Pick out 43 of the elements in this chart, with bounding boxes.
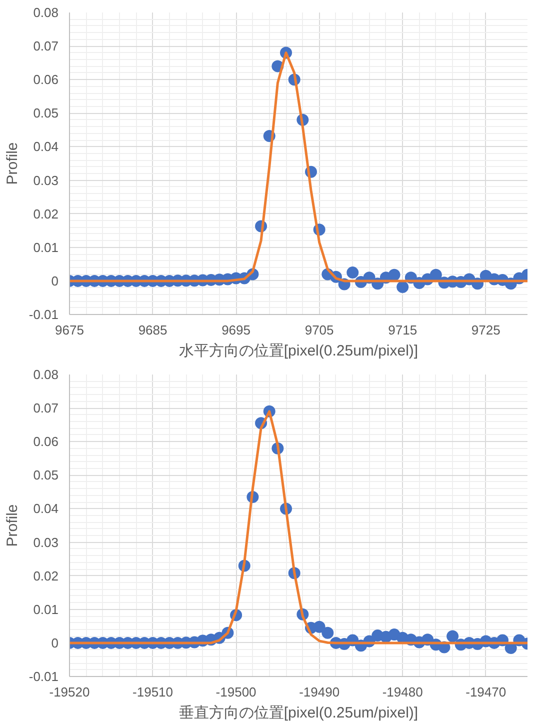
point	[446, 630, 459, 642]
y-tick-label: 0.06	[33, 434, 59, 450]
x-tick-label: 9695	[222, 322, 251, 338]
point	[430, 268, 442, 281]
point	[346, 266, 359, 279]
y-tick-label: 0.04	[33, 501, 59, 516]
x-tick-label: 9685	[138, 322, 168, 338]
x-tick-label: 9705	[304, 322, 334, 338]
y-tick-label: 0.05	[33, 106, 59, 121]
y-tick-label: 0.08	[33, 367, 59, 382]
x-tick-label: -19500	[216, 684, 256, 700]
y-tick-label: 0.05	[33, 468, 59, 483]
y-tick-label: 0.07	[33, 38, 59, 54]
y-tick-label: -0.01	[28, 307, 59, 322]
y-tick-label: 0.03	[33, 534, 59, 550]
point	[322, 626, 334, 639]
y-tick-label: 0.02	[33, 206, 59, 222]
x-tick-label: -19480	[382, 684, 423, 700]
point	[313, 620, 326, 633]
x-axis-title: 垂直方向の位置[pixel(0.25um/pixel)]	[178, 704, 418, 722]
x-axis-title: 水平方向の位置[pixel(0.25um/pixel)]	[178, 342, 418, 360]
y-tick-label: 0.01	[33, 602, 59, 617]
y-axis-title: Profile	[4, 142, 21, 185]
point	[388, 268, 400, 281]
x-tick-label: -19510	[132, 684, 174, 700]
x-tick-label: 9675	[55, 322, 84, 338]
y-tick-label: 0.01	[33, 240, 59, 255]
y-tick-label: -0.01	[28, 669, 59, 684]
y-tick-label: 0	[51, 273, 59, 288]
y-tick-label: 0.06	[33, 72, 59, 88]
y-tick-label: 0.03	[33, 172, 59, 188]
y-tick-label: 0.07	[33, 400, 59, 416]
x-tick-label: -19470	[466, 684, 506, 700]
y-tick-label: 0	[51, 635, 59, 650]
x-tick-label: 9725	[471, 322, 500, 338]
point	[396, 280, 409, 293]
y-tick-label: 0.08	[33, 5, 59, 20]
x-tick-label: 9715	[388, 322, 418, 338]
x-tick-label: -19520	[49, 684, 90, 700]
x-tick-label: -19490	[299, 684, 340, 700]
y-axis-title: Profile	[4, 504, 21, 547]
y-tick-label: 0.02	[33, 568, 59, 584]
y-tick-label: 0.04	[33, 139, 59, 154]
